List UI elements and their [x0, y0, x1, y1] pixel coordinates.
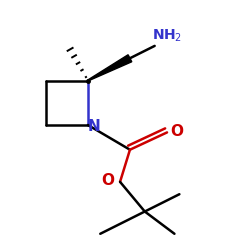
Text: O: O [101, 173, 114, 188]
Text: NH$_2$: NH$_2$ [152, 28, 182, 44]
Text: N: N [88, 119, 101, 134]
Polygon shape [88, 55, 132, 81]
Text: O: O [170, 124, 183, 139]
